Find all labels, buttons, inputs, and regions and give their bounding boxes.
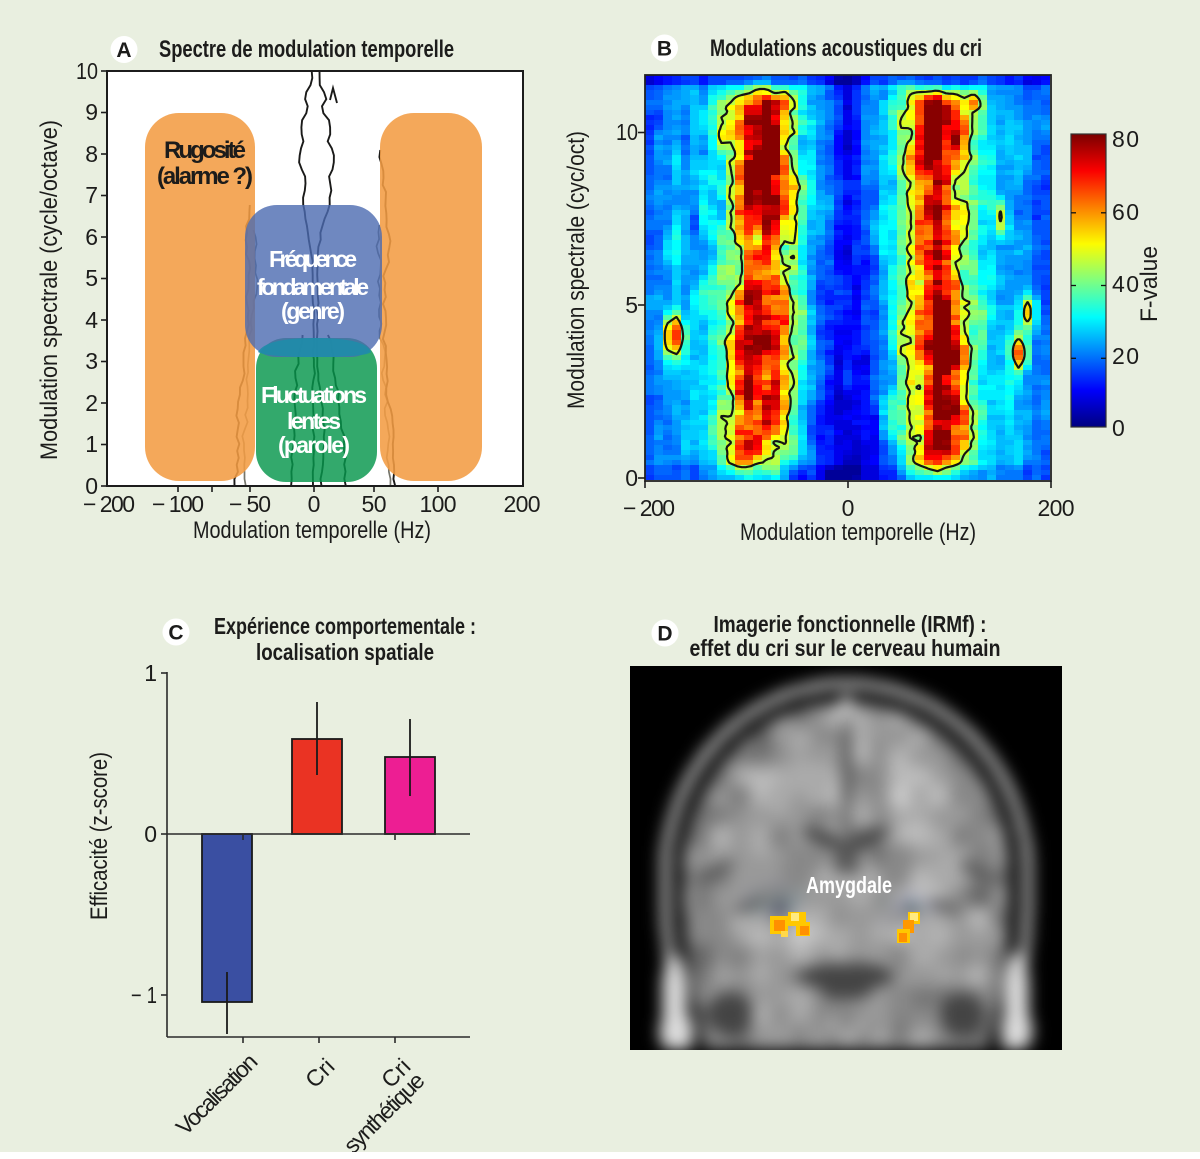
svg-text:effet du cri sur le cerveau hu: effet du cri sur le cerveau humain — [690, 635, 1001, 661]
svg-text:localisation spatiale: localisation spatiale — [256, 639, 434, 665]
svg-text:80: 80 — [1112, 126, 1139, 152]
svg-text:0: 0 — [625, 465, 638, 491]
svg-text:Modulations acoustiques du cri: Modulations acoustiques du cri — [710, 35, 982, 62]
svg-text:− 50: − 50 — [229, 491, 271, 517]
svg-text:Amygdale: Amygdale — [806, 872, 892, 898]
svg-text:50: 50 — [362, 491, 387, 517]
svg-text:8: 8 — [85, 141, 98, 167]
svg-text:10: 10 — [76, 58, 98, 84]
svg-text:5: 5 — [85, 265, 98, 291]
svg-text:20: 20 — [1112, 343, 1139, 369]
svg-text:− 1: − 1 — [131, 982, 157, 1008]
svg-text:40: 40 — [1112, 271, 1139, 297]
svg-text:− 200: − 200 — [623, 495, 675, 521]
svg-text:Cri: Cri — [300, 1053, 340, 1093]
svg-text:Modulation spectrale (cycle/oc: Modulation spectrale (cycle/octave) — [36, 120, 63, 460]
svg-text:200: 200 — [504, 491, 541, 517]
svg-text:200: 200 — [1038, 495, 1075, 521]
svg-text:Vocalisation: Vocalisation — [171, 1048, 263, 1140]
svg-text:Spectre de modulation temporel: Spectre de modulation temporelle — [159, 36, 454, 63]
svg-text:0: 0 — [85, 473, 98, 499]
svg-text:9: 9 — [85, 99, 98, 125]
svg-text:4: 4 — [85, 307, 98, 333]
svg-text:3: 3 — [85, 348, 98, 374]
svg-text:60: 60 — [1112, 199, 1139, 225]
svg-text:F-value: F-value — [1136, 246, 1163, 322]
svg-text:Fluctuations: Fluctuations — [261, 382, 367, 408]
svg-text:C: C — [168, 622, 183, 645]
svg-text:Rugosité: Rugosité — [164, 137, 246, 164]
svg-text:(parole): (parole) — [278, 432, 350, 458]
svg-text:0: 0 — [308, 491, 321, 517]
svg-text:Efficacité (z-score): Efficacité (z-score) — [86, 752, 113, 920]
svg-text:1: 1 — [144, 660, 157, 686]
svg-text:10: 10 — [616, 119, 638, 145]
svg-text:0: 0 — [1112, 415, 1125, 441]
svg-text:(alarme ?): (alarme ?) — [157, 163, 253, 190]
svg-text:Expérience comportementale :: Expérience comportementale : — [214, 613, 476, 639]
svg-text:Modulation spectrale (cyc/oct): Modulation spectrale (cyc/oct) — [563, 131, 590, 409]
svg-text:100: 100 — [420, 491, 457, 517]
svg-text:Modulation temporelle (Hz): Modulation temporelle (Hz) — [193, 517, 431, 544]
svg-text:Modulation temporelle (Hz): Modulation temporelle (Hz) — [740, 519, 976, 546]
svg-text:0: 0 — [144, 821, 157, 847]
svg-text:5: 5 — [625, 292, 638, 318]
svg-text:2: 2 — [85, 390, 98, 416]
svg-text:Fréquence: Fréquence — [269, 246, 357, 272]
svg-text:− 200: − 200 — [83, 491, 135, 517]
svg-text:(genre): (genre) — [281, 298, 345, 324]
svg-text:1: 1 — [85, 431, 98, 457]
svg-text:Imagerie fonctionnelle (IRMf): Imagerie fonctionnelle (IRMf) : — [714, 611, 987, 637]
svg-text:− 100: − 100 — [152, 491, 204, 517]
svg-text:7: 7 — [85, 182, 98, 208]
svg-text:0: 0 — [842, 495, 855, 521]
svg-text:B: B — [657, 38, 672, 61]
svg-text:lentes: lentes — [287, 408, 341, 434]
svg-text:6: 6 — [85, 224, 98, 250]
svg-text:A: A — [116, 39, 131, 62]
svg-text:D: D — [657, 623, 672, 646]
svg-text:fondamentale: fondamentale — [257, 274, 369, 300]
